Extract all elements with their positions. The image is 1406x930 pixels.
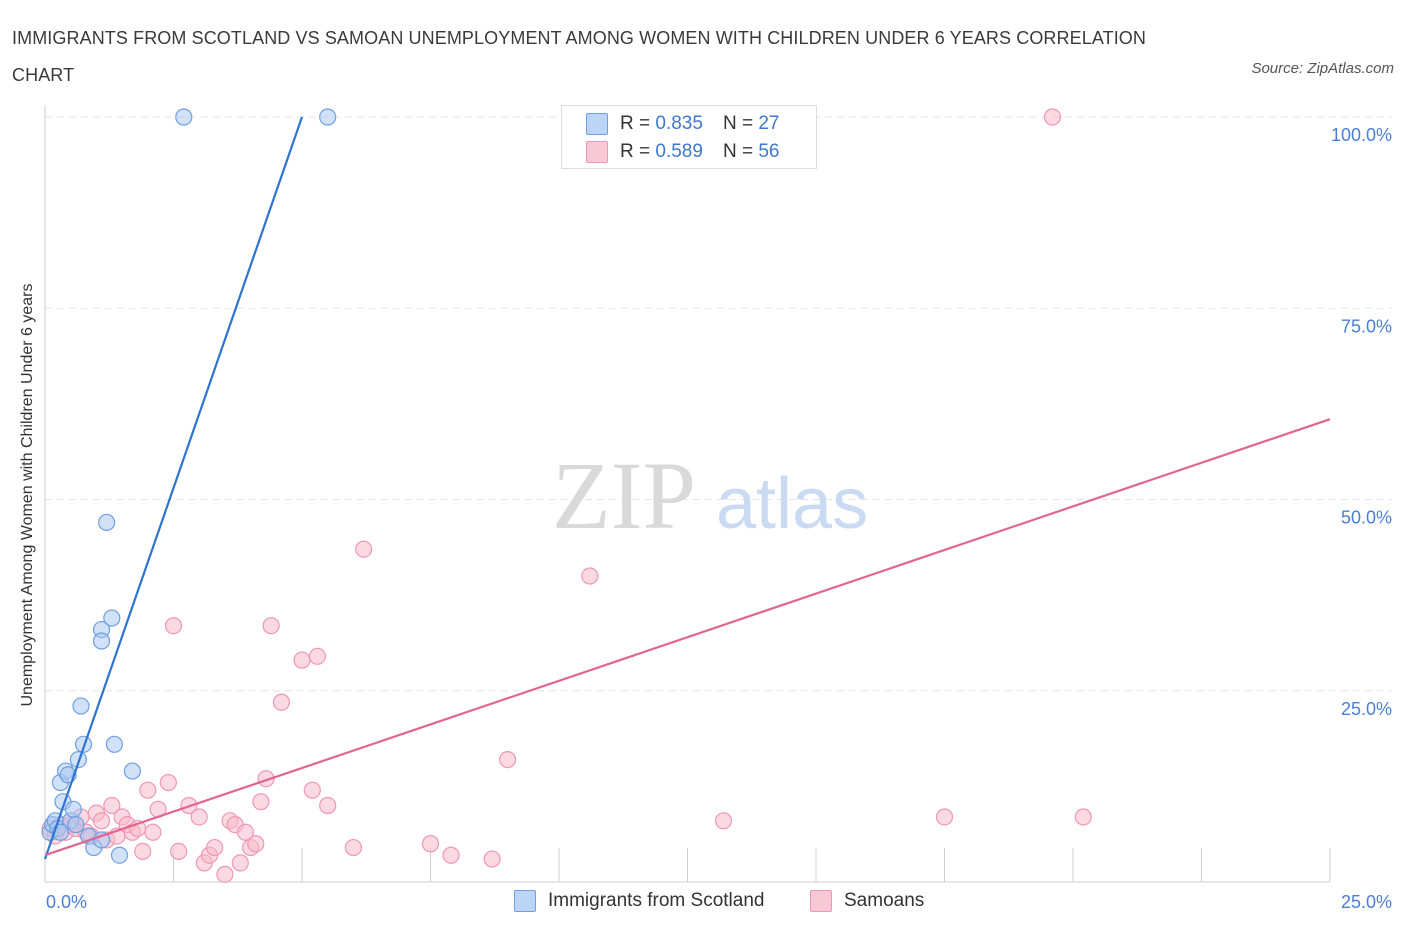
point-samoan	[139, 781, 157, 799]
watermark-atlas: atlas	[716, 464, 868, 544]
legend-swatch-scotland	[586, 113, 608, 135]
point-samoan	[581, 567, 599, 585]
legend-n-label: N =	[722, 113, 754, 134]
point-samoan	[272, 693, 291, 711]
stats-legend: R = 0.835 N = 27 R = 0.589 N = 56	[561, 105, 817, 169]
point-samoan	[344, 838, 362, 857]
point-scotland	[72, 697, 90, 715]
trend-line-scotland	[43, 116, 304, 860]
point-samoan	[134, 842, 152, 861]
point-samoan	[442, 846, 460, 864]
point-samoan	[499, 750, 517, 769]
point-samoan	[1074, 808, 1092, 826]
point-scotland	[103, 609, 121, 627]
legend-r-scotland: 0.835	[655, 113, 703, 134]
legend-n-label: N =	[722, 141, 754, 162]
point-samoan	[92, 812, 111, 830]
grid-lines	[45, 116, 1392, 692]
y-tick-label: 100.0%	[1331, 125, 1392, 145]
point-scotland	[105, 735, 123, 753]
point-samoan	[103, 796, 121, 815]
point-samoan	[236, 823, 255, 841]
y-tick-label: 50.0%	[1341, 508, 1392, 528]
watermark-zip: ZIP	[552, 442, 696, 549]
point-samoan	[319, 796, 337, 815]
point-scotland	[175, 108, 193, 126]
point-scotland	[123, 762, 141, 780]
point-samoan	[170, 842, 188, 861]
bottom-legend-swatch-scotland	[514, 890, 536, 912]
legend-swatch-samoan	[586, 141, 608, 163]
legend-row-scotland: R = 0.835 N = 27	[586, 112, 779, 136]
bottom-legend-label-scotland: Immigrants from Scotland	[548, 890, 765, 911]
bottom-legend-label-samoan: Samoans	[844, 890, 925, 911]
point-samoan	[159, 773, 177, 792]
trend-line-samoan	[44, 418, 1331, 857]
x-tick-label-max: 25.0%	[1341, 892, 1392, 912]
point-samoan	[935, 808, 954, 826]
point-scotland	[92, 831, 111, 849]
legend-row-samoan: R = 0.589 N = 56	[586, 140, 779, 164]
point-samoan	[714, 812, 733, 830]
point-scotland	[98, 513, 116, 532]
x-tick-label-min: 0.0%	[46, 892, 87, 912]
point-samoan	[303, 781, 321, 799]
watermark: ZIP atlas	[552, 442, 868, 549]
legend-n-scotland: 27	[758, 113, 780, 134]
x-tick-labels: 0.0% 25.0%	[46, 892, 1392, 912]
point-scotland	[92, 632, 111, 650]
point-samoan	[216, 865, 234, 883]
point-scotland	[67, 816, 85, 834]
point-scotland	[74, 735, 93, 753]
point-samoan	[190, 808, 208, 826]
point-samoan	[308, 647, 327, 665]
data-points	[41, 108, 1092, 883]
legend-n-samoan: 56	[758, 141, 780, 162]
point-samoan	[247, 835, 265, 853]
y-tick-label: 25.0%	[1341, 699, 1392, 719]
point-scotland	[319, 108, 337, 126]
bottom-legend-samoan: Samoans	[810, 890, 924, 912]
bottom-legend-scotland: Immigrants from Scotland	[514, 890, 764, 912]
point-scotland	[64, 800, 82, 818]
point-scotland	[110, 846, 129, 864]
point-samoan	[206, 838, 224, 857]
trend-lines	[43, 116, 1331, 860]
y-tick-label: 75.0%	[1341, 316, 1392, 336]
bottom-legend-swatch-samoan	[810, 890, 832, 912]
point-samoan	[231, 854, 249, 872]
point-samoan	[293, 651, 311, 669]
legend-r-samoan: 0.589	[655, 141, 703, 162]
point-samoan	[164, 617, 183, 635]
point-samoan	[262, 617, 280, 635]
point-samoan	[483, 850, 501, 868]
point-samoan	[1043, 108, 1062, 126]
chart-title: IMMIGRANTS FROM SCOTLAND VS SAMOAN UNEMP…	[12, 28, 1147, 85]
legend-r-label: R =	[620, 113, 651, 134]
point-samoan	[144, 823, 162, 841]
point-samoan	[355, 540, 373, 558]
chart-source: Source: ZipAtlas.com	[1251, 60, 1394, 77]
point-samoan	[252, 793, 270, 811]
point-samoan	[421, 835, 440, 853]
legend-r-label: R =	[620, 141, 651, 162]
y-tick-labels: 25.0% 50.0% 75.0% 100.0%	[1331, 125, 1392, 719]
